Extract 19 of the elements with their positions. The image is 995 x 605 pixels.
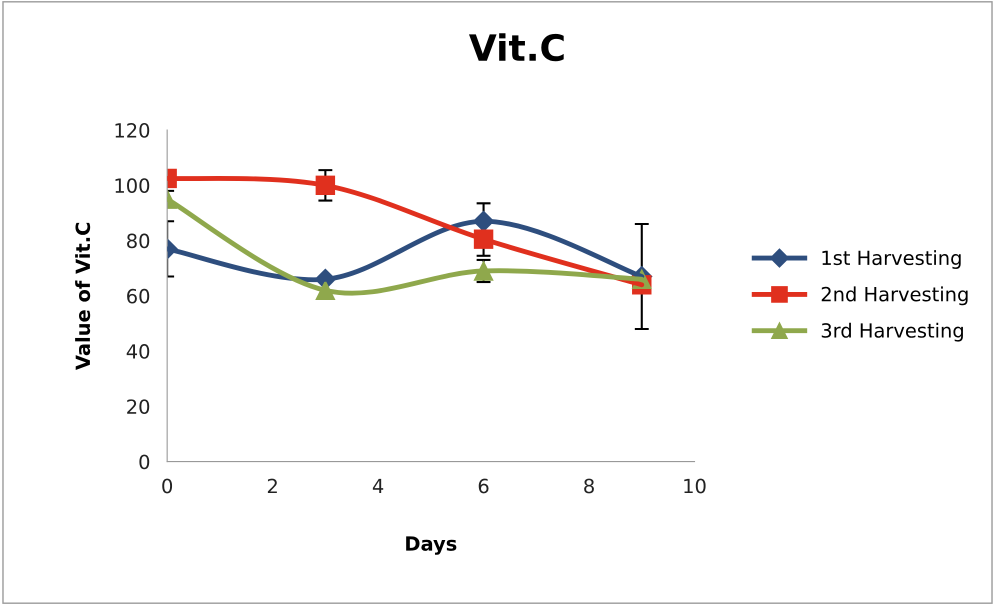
y-tick-label: 60 bbox=[127, 288, 150, 304]
y-tick-label: 20 bbox=[127, 399, 150, 414]
x-axis-title: Days bbox=[406, 536, 456, 555]
y-tick-label: 120 bbox=[116, 123, 150, 138]
x-tick-label: 4 bbox=[372, 478, 384, 494]
x-tick-label: 8 bbox=[584, 478, 594, 494]
y-tick-label: 100 bbox=[116, 178, 150, 193]
y-tick-label: 40 bbox=[126, 344, 150, 359]
chart-title: Vit.C bbox=[468, 33, 564, 62]
x-tick-label: 6 bbox=[478, 478, 489, 494]
legend-label: 1st Harvesting bbox=[822, 250, 961, 269]
x-tick-label: 10 bbox=[684, 478, 706, 494]
x-tick-label: 0 bbox=[162, 478, 172, 494]
x-tick-label: 2 bbox=[268, 478, 277, 494]
legend-label: 3rd Harvesting bbox=[822, 322, 963, 342]
y-axis-title: Value of Vit.C bbox=[75, 222, 90, 370]
y-tick-label: 0 bbox=[139, 454, 150, 470]
y-tick-label: 80 bbox=[127, 234, 150, 248]
legend-label: 2nd Harvesting bbox=[822, 286, 968, 306]
